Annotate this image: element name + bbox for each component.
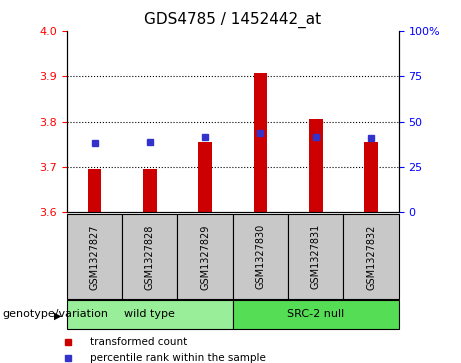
Text: GSM1327830: GSM1327830 — [255, 224, 266, 289]
Text: percentile rank within the sample: percentile rank within the sample — [90, 353, 266, 363]
Bar — [88, 169, 101, 212]
Text: GSM1327827: GSM1327827 — [89, 224, 100, 290]
Bar — [143, 169, 157, 212]
Bar — [233, 214, 288, 299]
Text: transformed count: transformed count — [90, 337, 187, 347]
Bar — [233, 300, 399, 329]
Bar — [254, 73, 267, 212]
Title: GDS4785 / 1452442_at: GDS4785 / 1452442_at — [144, 12, 321, 28]
Bar — [309, 119, 323, 212]
Bar — [364, 142, 378, 212]
Text: SRC-2 null: SRC-2 null — [287, 309, 344, 319]
Text: ▶: ▶ — [54, 311, 62, 321]
Text: GSM1327828: GSM1327828 — [145, 224, 155, 290]
Text: GSM1327831: GSM1327831 — [311, 224, 321, 289]
Bar — [67, 214, 122, 299]
Bar — [67, 300, 233, 329]
Bar — [122, 214, 177, 299]
Text: GSM1327832: GSM1327832 — [366, 224, 376, 290]
Bar — [198, 142, 212, 212]
Text: genotype/variation: genotype/variation — [2, 309, 108, 319]
Text: GSM1327829: GSM1327829 — [200, 224, 210, 290]
Bar — [177, 214, 233, 299]
Bar — [343, 214, 399, 299]
Text: wild type: wild type — [124, 309, 175, 319]
Bar — [288, 214, 343, 299]
